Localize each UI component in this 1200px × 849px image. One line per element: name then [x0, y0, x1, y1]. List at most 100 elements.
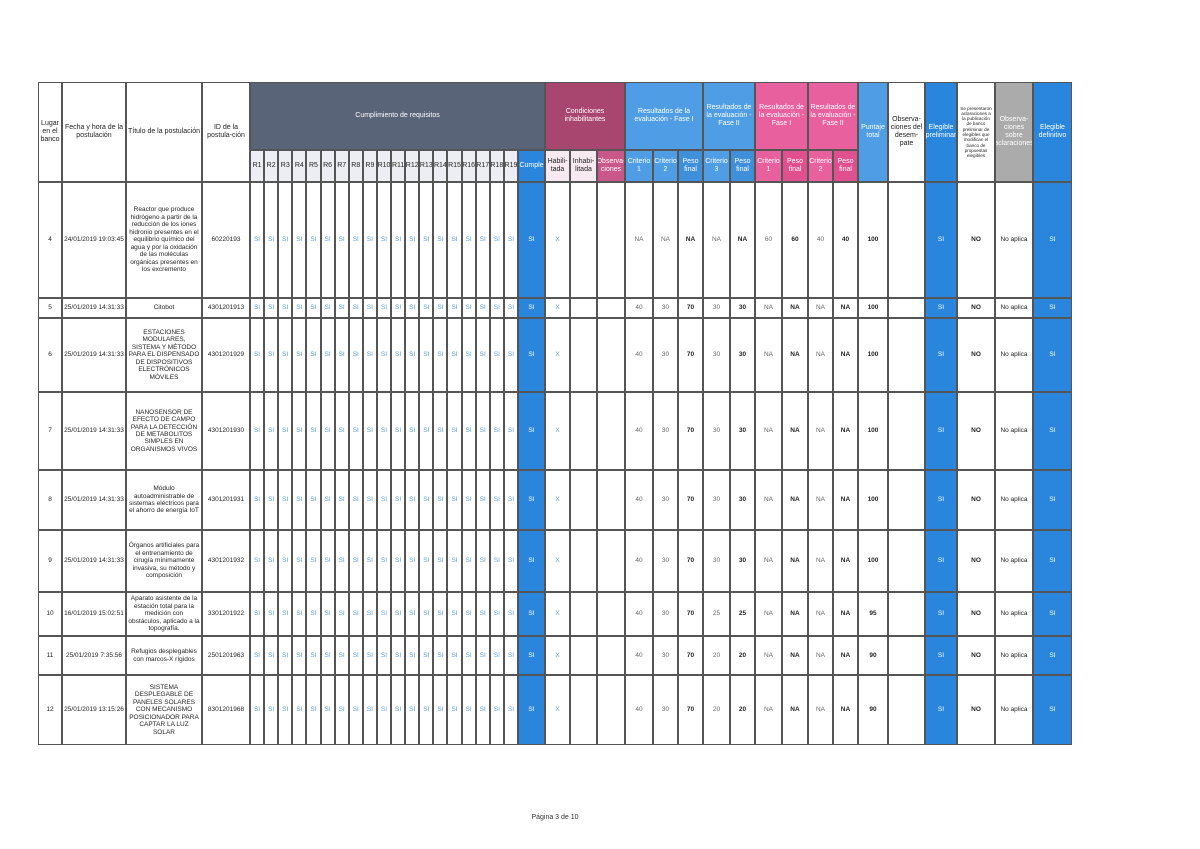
- criterion: NA: [703, 182, 730, 298]
- requirement: SI: [320, 470, 335, 530]
- observations: [597, 530, 625, 592]
- column-header: Lugar en el banco: [38, 82, 62, 182]
- tiebreak-notes: [888, 636, 925, 675]
- observations: [597, 470, 625, 530]
- requirement: SI: [405, 530, 420, 592]
- column-header: Criterio 3: [703, 150, 730, 182]
- requirement: SI: [292, 636, 307, 675]
- requirement: SI: [447, 392, 462, 470]
- requirement: SI: [391, 592, 406, 636]
- column-header: Criterio 2: [808, 150, 833, 182]
- requirement: SI: [405, 675, 420, 745]
- disabled: [570, 530, 597, 592]
- criterion: 40: [625, 470, 653, 530]
- final-weight: NA: [782, 592, 808, 636]
- requirement: SI: [376, 592, 392, 636]
- final-weight: 70: [678, 298, 703, 318]
- requirement: SI: [348, 298, 363, 318]
- requirement: SI: [264, 675, 279, 745]
- requirement: SI: [391, 636, 406, 675]
- final-weight: 30: [730, 470, 755, 530]
- group-header: Resultados de la evaluación - Fase I: [755, 82, 808, 150]
- final-eligible: SI: [1033, 675, 1072, 745]
- id: 60220193: [202, 182, 250, 298]
- requirement: SI: [376, 318, 392, 392]
- rank: 12: [38, 675, 62, 745]
- criterion: NA: [808, 675, 833, 745]
- requirement: SI: [376, 636, 392, 675]
- final-eligible: SI: [1033, 470, 1072, 530]
- requirement: SI: [376, 182, 392, 298]
- column-header: R15: [447, 150, 462, 182]
- final-weight: NA: [833, 636, 858, 675]
- requirement: SI: [461, 592, 476, 636]
- column-header: Cumple: [518, 150, 545, 182]
- final-weight: 25: [730, 592, 755, 636]
- requirement: SI: [250, 530, 265, 592]
- criterion: NA: [808, 592, 833, 636]
- requirement: SI: [419, 392, 434, 470]
- group-header: Resultados de la evaluación - Fase II: [703, 82, 755, 150]
- preliminary-eligible: SI: [925, 470, 957, 530]
- column-header: R8: [348, 150, 363, 182]
- total-score: 100: [858, 182, 888, 298]
- requirement: SI: [306, 392, 321, 470]
- clarification-notes: No aplica: [995, 470, 1033, 530]
- requirement: SI: [461, 392, 476, 470]
- clarification-notes: No aplica: [995, 636, 1033, 675]
- requirement: SI: [489, 636, 504, 675]
- criterion: NA: [808, 530, 833, 592]
- final-weight: 20: [730, 636, 755, 675]
- requirement: SI: [334, 392, 349, 470]
- requirement: SI: [447, 636, 462, 675]
- clarification-notes: No aplica: [995, 592, 1033, 636]
- column-header: R11: [391, 150, 406, 182]
- criterion: 30: [703, 318, 730, 392]
- requirement: SI: [433, 298, 448, 318]
- tiebreak-notes: [888, 530, 925, 592]
- column-header: Observa-ciones del desem-pate: [888, 82, 925, 182]
- requirement: SI: [503, 675, 518, 745]
- requirement: SI: [447, 470, 462, 530]
- criterion: 30: [703, 298, 730, 318]
- requirement: SI: [489, 592, 504, 636]
- requirement: SI: [250, 392, 265, 470]
- final-weight: NA: [782, 675, 808, 745]
- date: 24/01/2019 19:03:45: [62, 182, 126, 298]
- requirement: SI: [362, 530, 377, 592]
- criterion: NA: [755, 636, 782, 675]
- requirement: SI: [447, 182, 462, 298]
- rank: 8: [38, 470, 62, 530]
- final-eligible: SI: [1033, 530, 1072, 592]
- tiebreak-notes: [888, 470, 925, 530]
- requirement: SI: [264, 318, 279, 392]
- column-header: Observa-ciones: [597, 150, 625, 182]
- final-eligible: SI: [1033, 392, 1072, 470]
- column-header: R19: [503, 150, 518, 182]
- disabled: [570, 182, 597, 298]
- criterion: 40: [625, 592, 653, 636]
- requirement: SI: [292, 592, 307, 636]
- meets: SI: [518, 182, 545, 298]
- id: 4301201931: [202, 470, 250, 530]
- requirement: SI: [250, 318, 265, 392]
- criterion: NA: [625, 182, 653, 298]
- requirement: SI: [348, 530, 363, 592]
- final-weight: NA: [730, 182, 755, 298]
- requirement: SI: [348, 470, 363, 530]
- criterion: NA: [808, 636, 833, 675]
- title: NANOSENSOR DE EFECTO DE CAMPO PARA LA DE…: [126, 392, 202, 470]
- preliminary-eligible: SI: [925, 182, 957, 298]
- requirement: SI: [306, 675, 321, 745]
- requirement: SI: [292, 182, 307, 298]
- criterion: 20: [703, 675, 730, 745]
- column-header: Se presentaron aclaraciones a la publica…: [957, 82, 995, 182]
- final-weight: 70: [678, 530, 703, 592]
- requirement: SI: [292, 392, 307, 470]
- criterion: 40: [625, 318, 653, 392]
- requirement: SI: [278, 592, 293, 636]
- enabled: X: [545, 298, 570, 318]
- criterion: 30: [653, 636, 678, 675]
- requirement: SI: [419, 636, 434, 675]
- requirement: SI: [461, 182, 476, 298]
